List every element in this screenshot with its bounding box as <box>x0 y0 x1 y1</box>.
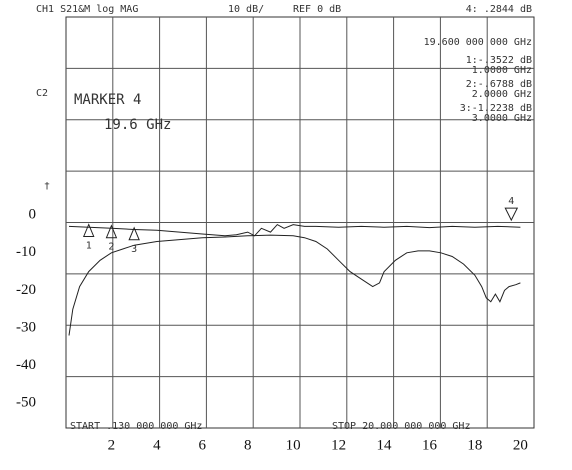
x-tick-label: 4 <box>153 437 161 453</box>
graticule <box>66 17 534 428</box>
y-tick-label: -30 <box>16 319 36 335</box>
marker-value: 4: .2844 dB <box>466 4 532 15</box>
marker-frequency: 2.0000 GHz <box>472 89 532 100</box>
marker-label: 4 <box>508 196 514 207</box>
marker-value: 2:-.6788 dB <box>466 79 532 90</box>
marker-value: 1:-.3522 dB <box>466 55 532 66</box>
marker-label: 3 <box>131 244 137 255</box>
x-tick-label: 16 <box>422 437 438 453</box>
marker-label: 2 <box>108 242 114 253</box>
x-tick-label: 20 <box>513 437 528 453</box>
x-tick-label: 2 <box>108 437 116 453</box>
x-tick-label: 18 <box>467 437 482 453</box>
x-tick-label: 6 <box>199 437 207 453</box>
start: START .130 000 000 GHz <box>70 421 202 432</box>
marker-triangle <box>128 226 140 241</box>
y-tick-label: -40 <box>16 357 36 373</box>
y-tick-label: 0 <box>29 207 37 223</box>
marker-value: 3:-1.2238 dB <box>460 103 532 114</box>
x-tick-label: 8 <box>244 437 252 453</box>
marker-triangle <box>82 223 95 237</box>
cursor: † <box>44 181 50 192</box>
marker-title: MARKER 4 <box>74 92 141 108</box>
marker-frequency: 19.600 000 000 GHz <box>424 37 532 48</box>
x-tick-label: 10 <box>286 437 301 453</box>
scale: 10 dB/ <box>228 4 264 15</box>
header: CH1 S21&M log MAG <box>36 4 138 15</box>
channel: C2 <box>36 88 48 99</box>
reference: REF 0 dB <box>293 4 341 15</box>
trace <box>68 234 521 336</box>
marker-frequency: 1.0000 GHz <box>472 65 532 76</box>
y-tick-label: -20 <box>16 282 36 298</box>
x-tick-label: 14 <box>377 437 393 453</box>
marker-label: 1 <box>86 240 92 251</box>
y-tick-label: -10 <box>16 244 36 260</box>
stop: STOP 20.000 000 000 GHz <box>332 421 470 432</box>
marker-frequency: 3.0000 GHz <box>472 113 532 124</box>
marker-triangle <box>504 207 519 222</box>
trace <box>68 223 521 237</box>
marker-freq: 19.6 GHz <box>104 117 171 133</box>
marker-triangle <box>105 224 118 239</box>
x-tick-label: 12 <box>331 437 346 453</box>
y-tick-label: -50 <box>16 395 36 411</box>
